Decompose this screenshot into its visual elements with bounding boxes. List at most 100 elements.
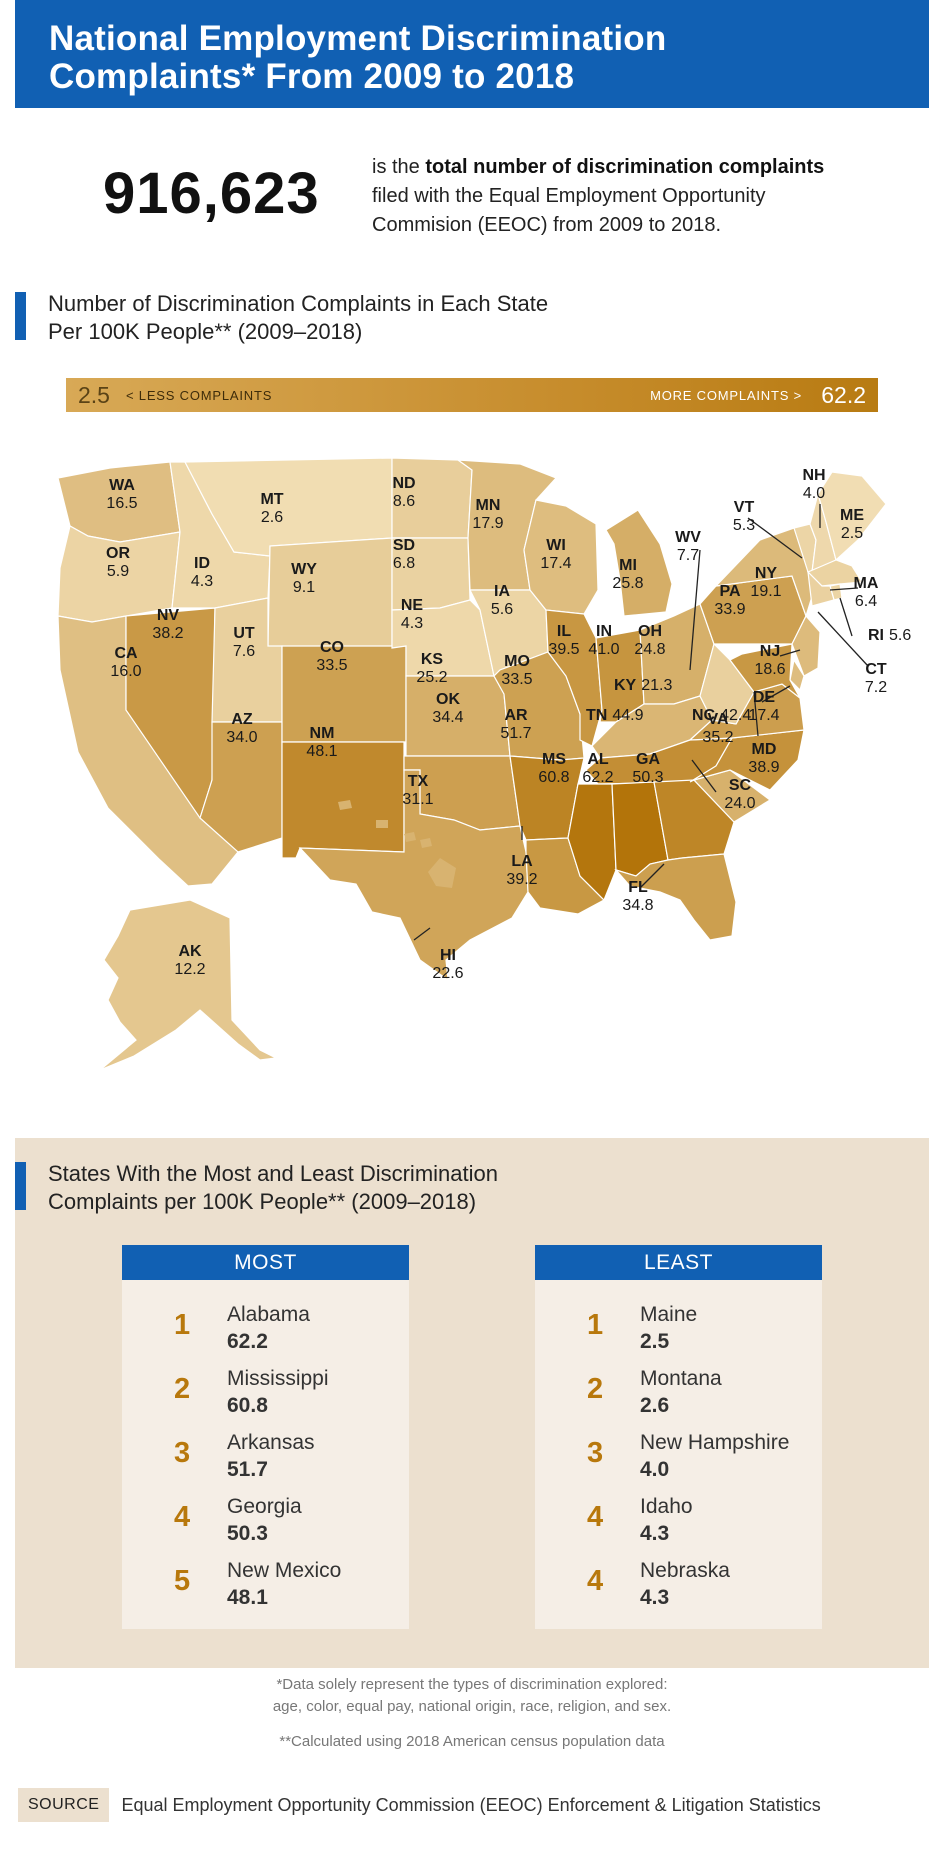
state-label-ar: AR 51.7: [500, 707, 531, 742]
least-list-item: 1 Maine 2.5: [535, 1303, 822, 1359]
state-label-az: AZ 34.0: [226, 711, 257, 746]
state-label-pa: PA 33.9: [714, 583, 745, 618]
header-banner: National Employment Discrimination Compl…: [15, 0, 929, 108]
state-label-mn: MN 17.9: [472, 497, 503, 532]
state-shape-tx: [298, 769, 529, 982]
state-value: 2.6: [640, 1394, 670, 1417]
footnote-census: **Calculated using 2018 American census …: [279, 1733, 665, 1750]
state-name: Alabama: [227, 1303, 310, 1326]
state-shape-wy: [267, 537, 393, 649]
state-shape-ct: [807, 570, 835, 607]
state-label-co: CO 33.5: [316, 639, 347, 674]
state-label-in: IN 41.0: [588, 623, 619, 658]
total-complaints-description: is the total number of discrimination co…: [372, 156, 825, 236]
state-label-la: LA 39.2: [506, 853, 537, 888]
legend-max-label: MORE COMPLAINTS >: [650, 388, 802, 403]
rank-number: 5: [174, 1565, 191, 1597]
state-name: New Mexico: [227, 1559, 342, 1582]
total-complaints-number: 916,623: [103, 161, 320, 226]
state-label-nm: NM 48.1: [306, 725, 337, 760]
legend-min-label: < LESS COMPLAINTS: [126, 388, 273, 403]
state-shape-me: [817, 471, 887, 562]
state-name: Maine: [640, 1303, 698, 1326]
map-section-title: Number of Discrimination Complaints in E…: [15, 290, 615, 346]
state-label-ma: MA 6.4: [854, 575, 879, 610]
leader-line: [689, 549, 701, 671]
rank-number: 4: [174, 1501, 191, 1533]
state-value: 60.8: [227, 1394, 268, 1417]
most-list-item: 4 Georgia 50.3: [122, 1495, 409, 1551]
state-label-hi: HI 22.6: [432, 947, 463, 982]
page-title: National Employment Discrimination Compl…: [49, 19, 667, 96]
state-name: Idaho: [640, 1495, 693, 1518]
state-name: New Hampshire: [640, 1431, 790, 1454]
state-value: 50.3: [227, 1522, 268, 1545]
state-label-ny: NY 19.1: [750, 565, 781, 600]
leader-line: [817, 611, 869, 667]
state-value: 4.3: [640, 1522, 670, 1545]
state-label-tn: TN 44.9: [586, 707, 644, 724]
leader-line: [761, 685, 791, 703]
state-name: Nebraska: [640, 1559, 730, 1582]
state-name: Montana: [640, 1367, 722, 1390]
leader-line: [639, 863, 665, 889]
leader-line: [839, 597, 853, 637]
most-list-item: 5 New Mexico 48.1: [122, 1559, 409, 1615]
state-shape-fl: [614, 853, 737, 941]
most-header: MOST: [122, 1245, 409, 1280]
state-label-ak: AK 12.2: [174, 943, 205, 978]
legend-max-value: 62.2: [821, 382, 866, 408]
color-scale-legend: 2.5 < LESS COMPLAINTS MORE COMPLAINTS > …: [66, 378, 878, 412]
ranking-section-title: States With the Most and Least Discrimin…: [15, 1160, 615, 1216]
state-label-wy: WY 9.1: [291, 561, 317, 596]
state-label-ms: MS 60.8: [538, 751, 569, 786]
state-shape-hi-island: [428, 858, 456, 888]
state-label-wv: WV 7.7: [675, 529, 701, 564]
state-label-id: ID 4.3: [191, 555, 213, 590]
state-value: 4.0: [640, 1458, 670, 1481]
rank-number: 1: [174, 1309, 191, 1341]
state-label-nv: NV 38.2: [152, 607, 183, 642]
state-shape-ak: [99, 899, 279, 1071]
least-list-item: 4 Idaho 4.3: [535, 1495, 822, 1551]
state-shape-nm: [281, 741, 405, 859]
source-line: SOURCE Equal Employment Opportunity Comm…: [18, 1787, 821, 1823]
leader-line: [413, 927, 431, 941]
state-shape-il: [545, 609, 603, 747]
state-shape-hi-island: [404, 832, 416, 842]
state-shape-hi-island: [420, 838, 432, 848]
legend-min-value: 2.5: [78, 382, 110, 408]
state-label-wi: WI 17.4: [540, 537, 571, 572]
state-value: 48.1: [227, 1586, 268, 1609]
source-text: Equal Employment Opportunity Commission …: [121, 1794, 821, 1815]
state-label-ne: NE 4.3: [401, 597, 424, 632]
state-value: 62.2: [227, 1330, 268, 1353]
rank-number: 3: [174, 1437, 191, 1469]
least-list-item: 2 Montana 2.6: [535, 1367, 822, 1423]
state-label-ri: RI 5.6: [868, 627, 911, 644]
state-label-nc: NC 42.4: [692, 707, 751, 724]
state-label-va: VA 35.2: [702, 711, 733, 746]
state-label-ok: OK 34.4: [432, 691, 463, 726]
least-list-item: 4 Nebraska 4.3: [535, 1559, 822, 1615]
least-header: LEAST: [535, 1245, 822, 1280]
most-list-item: 1 Alabama 62.2: [122, 1303, 409, 1359]
state-shape-wi: [523, 499, 599, 615]
state-label-oh: OH 24.8: [634, 623, 665, 658]
rank-number: 4: [587, 1501, 604, 1533]
source-tag: SOURCE: [18, 1788, 110, 1822]
state-label-vt: VT 5.3: [733, 499, 755, 534]
state-label-md: MD 38.9: [748, 741, 779, 776]
state-shape-nc: [689, 729, 805, 791]
state-name: Georgia: [227, 1495, 302, 1518]
state-name: Mississippi: [227, 1367, 329, 1390]
rank-number: 4: [587, 1565, 604, 1597]
leader-line: [829, 587, 859, 591]
state-label-or: OR 5.9: [106, 545, 130, 580]
state-value: 51.7: [227, 1458, 268, 1481]
state-label-de: DE 17.4: [748, 689, 779, 724]
least-complaints-card: LEAST 1 Maine 2.5 2 Montana 2.6 3 New Hampshire…: [535, 1245, 822, 1629]
state-label-nj: NJ 18.6: [754, 643, 785, 678]
least-list-item: 3 New Hampshire 4.0: [535, 1431, 822, 1487]
footnote-data-scope: *Data solely represent the types of disc…: [272, 1676, 672, 1715]
